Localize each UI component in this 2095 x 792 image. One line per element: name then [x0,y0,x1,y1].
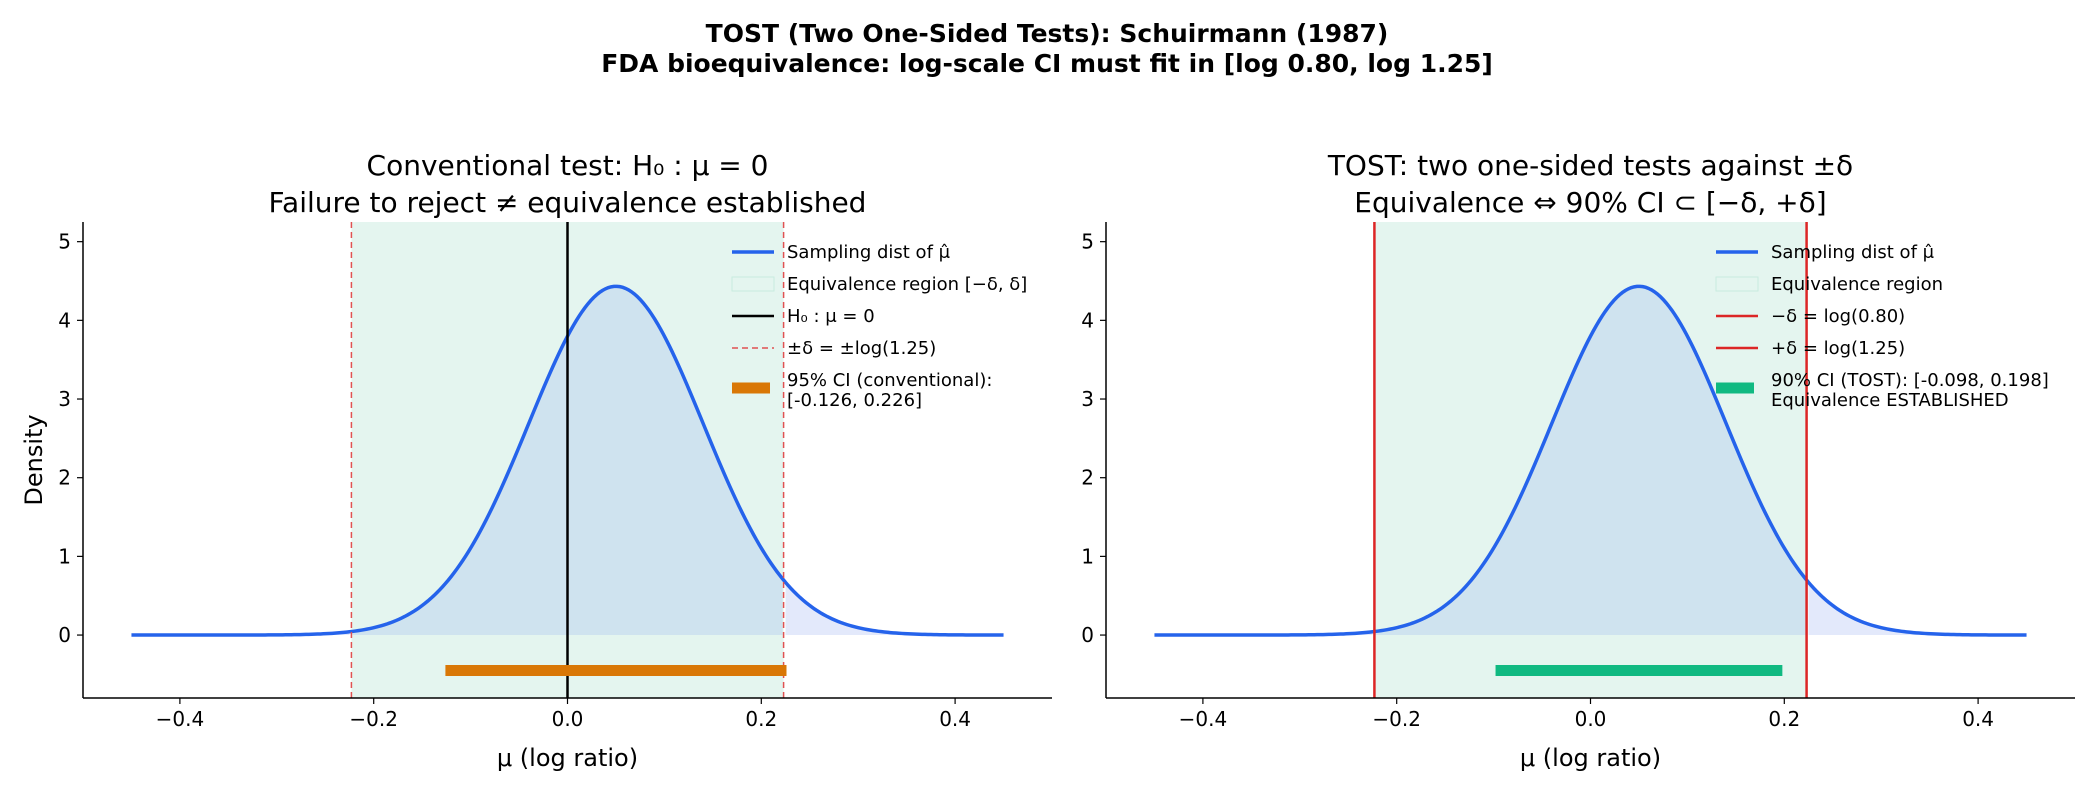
y-tick-label: 4 [58,308,71,332]
y-axis-label: Density [20,414,48,505]
curve-fill-right-tail [785,582,1004,636]
panel-title-line2: Equivalence ⇔ 90% CI ⊂ [−δ, +δ] [1354,186,1826,219]
legend-label-ci-line1: 95% CI (conventional): [787,370,992,391]
x-tick-label: 0.0 [1575,707,1607,731]
y-tick-label: 0 [58,623,71,647]
x-axis-label: μ (log ratio) [1520,744,1661,772]
legend: Sampling dist of μ̂ Equivalence region −δ … [1715,242,2049,411]
legend-label-ci-line1: 90% CI (TOST): [-0.098, 0.198] [1771,370,2049,391]
y-tick-label: 5 [58,230,71,254]
legend-label-region: Equivalence region [−δ, δ] [787,274,1027,295]
curve-fill-inside [1375,286,1806,636]
y-tick-label: 3 [58,387,71,411]
legend-label-curve: Sampling dist of μ̂ [1771,242,1935,263]
x-tick-label: 0.2 [745,707,777,731]
y-tick-label: 3 [1081,387,1094,411]
legend-swatch-region [1715,276,1759,292]
legend: Sampling dist of μ̂ Equivalence region [−… [731,242,1027,411]
y-tick-label: 2 [58,466,71,490]
y-tick-label: 1 [58,544,71,568]
panel-title-line1: Conventional test: H₀ : μ = 0 [367,149,769,182]
legend-label-ci-line2: Equivalence ESTABLISHED [1771,390,2009,411]
figure-suptitle-line2: FDA bioequivalence: log-scale CI must fi… [601,49,1493,78]
legend-label-vline: H₀ : μ = 0 [787,306,875,327]
x-tick-label: 0.4 [939,707,971,731]
x-tick-label: −0.2 [1372,707,1421,731]
x-tick-label: 0.0 [552,707,584,731]
y-tick-label: 5 [1081,230,1094,254]
y-tick-label: 2 [1081,466,1094,490]
legend-label-vline: −δ = log(0.80) [1771,306,1905,327]
x-tick-label: −0.4 [156,707,205,731]
y-tick-label: 4 [1081,308,1094,332]
legend-label-curve: Sampling dist of μ̂ [787,242,951,263]
legend-label-vline: +δ = log(1.25) [1771,338,1905,359]
legend-label-vline: ±δ = ±log(1.25) [787,338,936,359]
x-tick-label: −0.2 [349,707,398,731]
x-axis-label: μ (log ratio) [497,744,638,772]
panel-tost: TOST: two one-sided tests against ±δ Equi… [1081,149,2075,772]
figure-suptitle-line1: TOST (Two One-Sided Tests): Schuirmann (… [706,19,1389,48]
legend-label-ci-line2: [-0.126, 0.226] [787,390,922,411]
panel-title-line2: Failure to reject ≠ equivalence establis… [269,186,867,219]
curve-fill-right-tail [1808,582,2027,636]
x-tick-label: −0.4 [1179,707,1228,731]
legend-swatch-region [731,276,775,292]
sampling-distribution-curve [1154,284,2027,637]
x-tick-label: 0.2 [1768,707,1800,731]
x-tick-label: 0.4 [1962,707,1994,731]
panel-conventional-test: Conventional test: H₀ : μ = 0 Failure to … [20,149,1052,772]
legend-label-region: Equivalence region [1771,274,1943,295]
panel-title-line1: TOST: two one-sided tests against ±δ [1327,149,1853,182]
y-tick-label: 0 [1081,623,1094,647]
y-tick-label: 1 [1081,544,1094,568]
